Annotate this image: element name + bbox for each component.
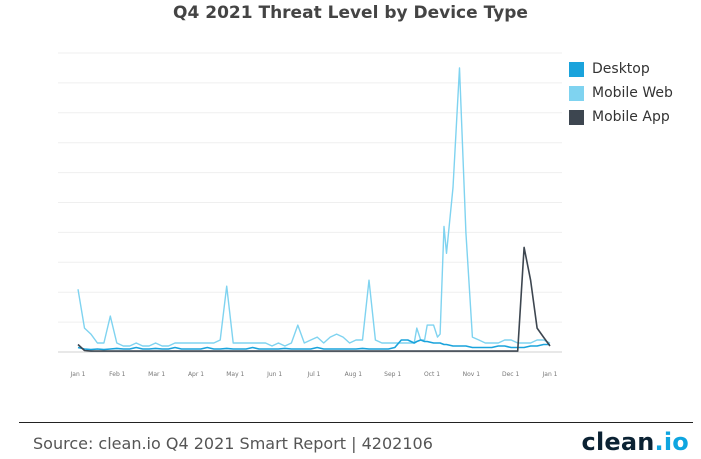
chart-title: Q4 2021 Threat Level by Device Type — [173, 3, 528, 23]
series-line-mobile-app — [77, 246, 551, 352]
brand-logo-main: clean — [581, 428, 655, 456]
x-tick-label: Nov 1 — [463, 371, 481, 378]
footer-divider — [19, 422, 693, 423]
x-tick-label: Aug 1 — [345, 371, 363, 378]
legend-item: Desktop — [569, 57, 673, 81]
legend-label: Mobile App — [592, 109, 670, 125]
legend-swatch — [569, 61, 584, 77]
x-tick-label: Oct 1 — [424, 371, 440, 378]
series-line-desktop — [77, 339, 550, 351]
x-tick-label: Jun 1 — [266, 371, 282, 378]
legend-item: Mobile Web — [569, 81, 673, 105]
legend-label: Desktop — [592, 61, 650, 77]
brand-logo-dot: . — [654, 428, 664, 456]
legend-swatch — [569, 85, 584, 101]
x-tick-label: Jan 1 — [542, 371, 558, 378]
x-tick-label: Sep 1 — [384, 371, 401, 378]
x-tick-label: Apr 1 — [188, 371, 204, 378]
x-tick-label: Dec 1 — [502, 371, 520, 378]
source-text: Source: clean.io Q4 2021 Smart Report | … — [33, 434, 433, 453]
chart-legend: Desktop Mobile Web Mobile App — [569, 57, 673, 129]
series-line-mobile-web — [77, 67, 551, 347]
x-tick-label: Jan 1 — [70, 371, 86, 378]
legend-swatch — [569, 109, 584, 125]
x-tick-label: Feb 1 — [109, 371, 126, 378]
brand-logo: clean.io — [582, 428, 689, 456]
legend-item: Mobile App — [569, 105, 673, 129]
x-tick-label: Jul 1 — [307, 371, 321, 378]
x-tick-label: May 1 — [226, 371, 244, 378]
legend-label: Mobile Web — [592, 85, 673, 101]
brand-logo-io: io — [663, 428, 689, 456]
x-tick-label: Mar 1 — [148, 371, 165, 378]
